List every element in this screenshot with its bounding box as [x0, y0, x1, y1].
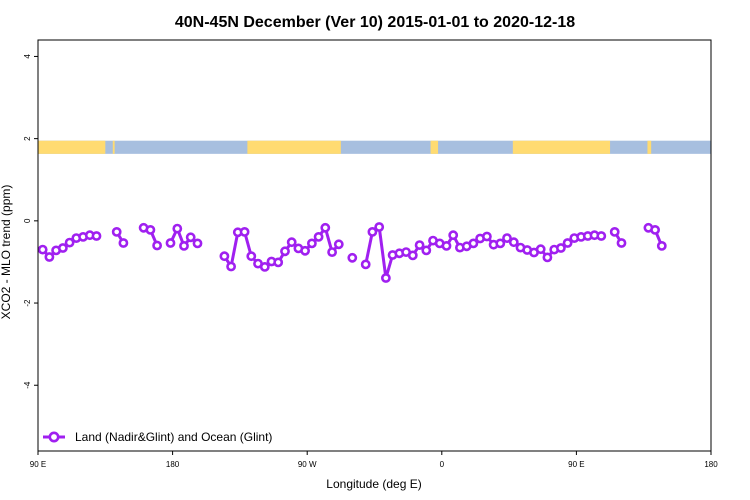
- data-point: [58, 243, 68, 253]
- data-point: [152, 240, 162, 251]
- data-point: [448, 230, 459, 241]
- data-point: [502, 233, 512, 243]
- data-point: [192, 238, 203, 249]
- data-point: [219, 251, 230, 262]
- data-point: [495, 238, 506, 249]
- x-tick-label: 180: [166, 460, 180, 469]
- data-point: [407, 250, 418, 261]
- land-band-segment: [512, 140, 611, 154]
- data-point: [542, 252, 553, 263]
- y-tick-label: -4: [23, 381, 32, 389]
- data-point: [259, 261, 270, 272]
- data-point: [118, 238, 129, 248]
- data-point: [333, 239, 344, 250]
- land-band-segment: [247, 140, 341, 154]
- data-point: [300, 245, 310, 256]
- legend-marker: [48, 431, 60, 443]
- y-tick-label: -2: [23, 299, 32, 307]
- data-point: [64, 237, 75, 248]
- y-tick-label: 0: [23, 218, 32, 223]
- data-point: [360, 259, 371, 270]
- x-tick-label: 90 E: [30, 460, 46, 469]
- data-point: [468, 238, 479, 249]
- y-axis: -4 -2 0 2 4: [23, 54, 38, 389]
- data-point: [172, 223, 183, 234]
- data-point: [650, 224, 660, 235]
- data-point: [441, 240, 452, 251]
- data-point: [246, 251, 257, 262]
- data-point: [280, 246, 290, 257]
- data-point: [327, 247, 337, 257]
- x-tick-label: 180: [704, 460, 718, 469]
- data-point: [414, 240, 425, 250]
- land-band-segment: [112, 140, 115, 154]
- data-point: [111, 226, 122, 237]
- data-point: [481, 231, 492, 242]
- data-point: [313, 231, 324, 242]
- legend: Land (Nadir&Glint) and Ocean (Glint): [43, 430, 272, 444]
- data-point: [91, 231, 102, 241]
- surface-band: [38, 140, 711, 154]
- data-point: [508, 237, 519, 248]
- data-point: [609, 226, 620, 237]
- x-tick-label: 90 W: [298, 460, 317, 469]
- data-point: [596, 231, 607, 241]
- land-band-segment: [647, 140, 652, 154]
- y-tick-label: 2: [23, 136, 32, 141]
- data-point: [374, 222, 385, 232]
- data-point: [226, 261, 236, 272]
- data-point: [320, 222, 331, 233]
- data-point: [556, 243, 566, 253]
- data-point: [562, 238, 573, 248]
- data-point: [179, 240, 189, 251]
- data-point: [347, 252, 358, 263]
- x-axis-label: Longitude (deg E): [326, 477, 421, 491]
- data-point: [239, 226, 250, 237]
- x-tick-label: 0: [440, 460, 445, 469]
- y-tick-label: 4: [23, 54, 32, 59]
- land-band-segment: [38, 140, 106, 154]
- data-point: [367, 226, 378, 237]
- data-point: [380, 273, 391, 283]
- land-band-segment: [430, 140, 439, 154]
- data-point: [421, 245, 432, 256]
- x-tick-label: 90 E: [568, 460, 584, 469]
- data-point: [535, 244, 546, 255]
- data-point: [145, 224, 156, 235]
- y-axis-label: XCO2 - MLO trend (ppm): [0, 185, 13, 320]
- x-axis: 90 E 180 90 W 0 90 E 180: [30, 451, 718, 469]
- data-point: [44, 252, 55, 262]
- data-point: [273, 257, 284, 268]
- series-layer: [37, 222, 667, 283]
- data-point: [286, 237, 297, 248]
- legend-label: Land (Nadir&Glint) and Ocean (Glint): [75, 430, 272, 444]
- data-point: [37, 244, 48, 255]
- data-point: [656, 240, 667, 251]
- chart-title: 40N-45N December (Ver 10) 2015-01-01 to …: [175, 14, 575, 31]
- data-point: [306, 238, 317, 249]
- data-point: [165, 238, 176, 248]
- data-point: [616, 238, 627, 248]
- data-point: [185, 232, 196, 243]
- plot-frame: [37, 39, 712, 452]
